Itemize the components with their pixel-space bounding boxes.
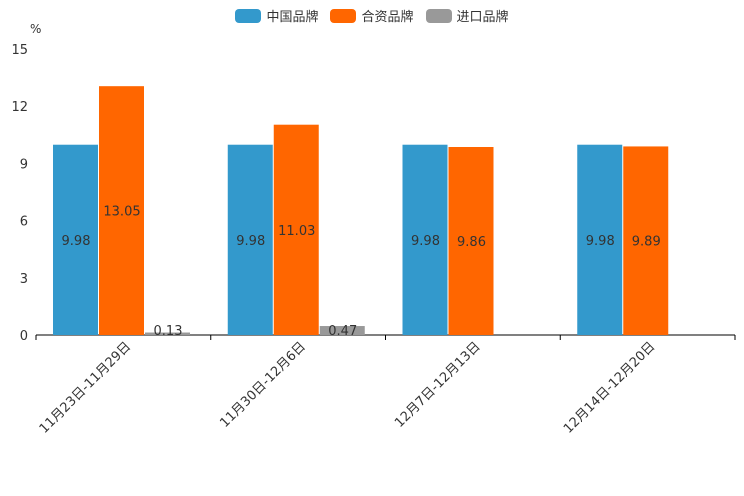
legend-item-jv-brand[interactable]: 合资品牌 — [330, 6, 414, 25]
data-label: 9.89 — [632, 235, 661, 250]
legend-label-jv: 合资品牌 — [361, 10, 414, 25]
data-label: 9.98 — [586, 234, 615, 249]
legend-swatch-import — [425, 8, 452, 23]
y-tick-label: 3 — [20, 272, 28, 287]
y-tick-label: 9 — [20, 157, 28, 172]
x-tick-label: 11月30日-12月6日 — [217, 339, 309, 431]
legend-swatch-china — [235, 8, 262, 23]
legend-label-china: 中国品牌 — [266, 10, 319, 25]
legend-item-import-brand[interactable]: 进口品牌 — [425, 6, 509, 25]
x-tick-label: 12月7日-12月13日 — [392, 339, 484, 431]
bar-jv — [273, 124, 319, 335]
data-label: 13.05 — [103, 205, 140, 220]
y-tick-label: 15 — [11, 43, 28, 58]
data-label: 9.86 — [457, 235, 486, 250]
bar-jv — [448, 147, 494, 335]
legend: 中国品牌 合资品牌 进口品牌 — [0, 6, 744, 25]
x-tick-label: 12月14日-12月20日 — [561, 339, 658, 436]
legend-swatch-jv — [330, 8, 357, 23]
bar-china — [53, 144, 98, 335]
bar-import — [145, 332, 190, 335]
bar-china — [227, 144, 273, 335]
y-tick-label: 6 — [20, 215, 28, 230]
legend-label-import: 进口品牌 — [456, 10, 509, 25]
bar-import — [319, 326, 365, 335]
data-label: 0.47 — [328, 324, 357, 339]
y-tick-label: 12 — [11, 100, 28, 115]
y-tick-label: 0 — [20, 329, 28, 344]
bar-jv — [99, 86, 144, 336]
y-axis-unit: % — [30, 22, 41, 36]
bar-jv — [623, 146, 669, 335]
data-label: 9.98 — [62, 234, 91, 249]
x-tick-label: 11月23日-11月29日 — [37, 339, 134, 436]
data-label: 11.03 — [278, 224, 315, 239]
data-label: 9.98 — [236, 234, 265, 249]
data-label: 0.13 — [154, 324, 183, 339]
data-label: 9.98 — [411, 234, 440, 249]
legend-item-china-brand[interactable]: 中国品牌 — [235, 6, 318, 25]
bar-china — [402, 144, 448, 335]
bar-china — [577, 144, 623, 335]
